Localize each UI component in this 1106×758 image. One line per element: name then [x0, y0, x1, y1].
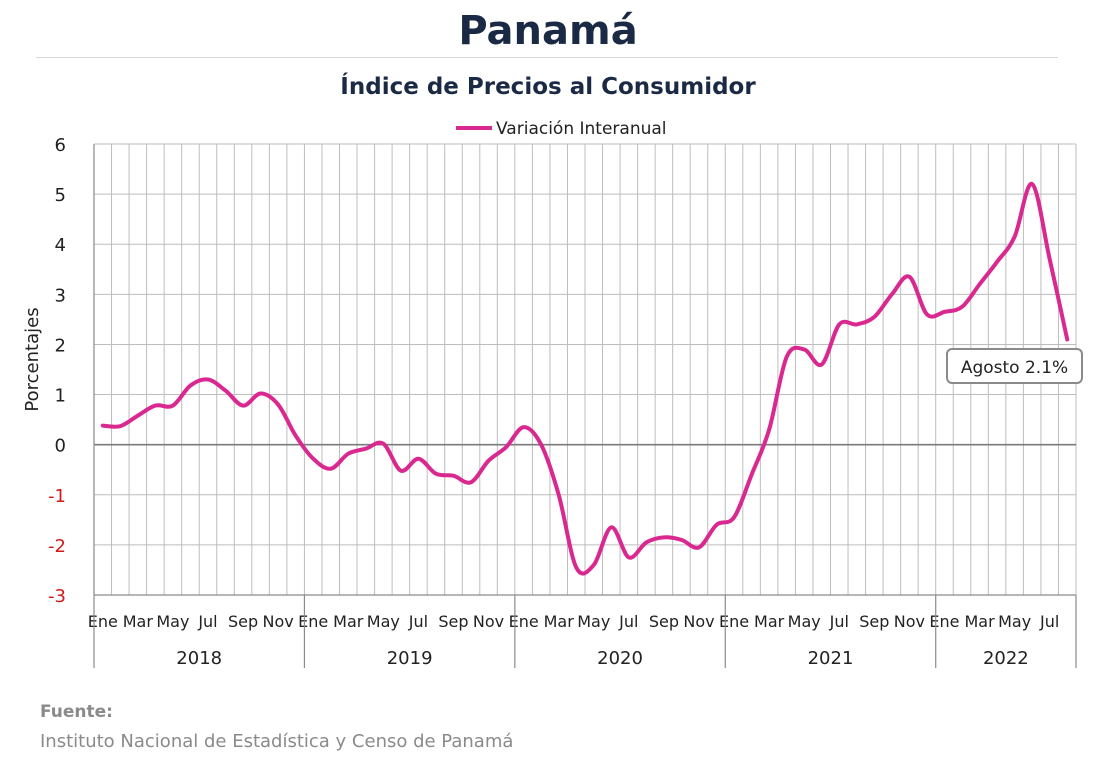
legend: Variación Interanual — [456, 119, 667, 139]
chart-subtitle: Índice de Precios al Consumidor — [340, 74, 756, 100]
y-tick-label: 2 — [55, 335, 66, 356]
x-tick-label: Sep — [649, 612, 679, 631]
x-tick-label: Mar — [964, 612, 995, 631]
x-tick-label: Sep — [859, 612, 889, 631]
x-tick-label: Jul — [408, 612, 428, 631]
y-tick-label: -3 — [48, 586, 66, 607]
y-tick-label: 0 — [55, 436, 66, 457]
year-label: 2019 — [387, 648, 433, 669]
series-layer — [100, 182, 1070, 576]
source-label: Fuente: — [40, 702, 113, 722]
x-tick-label: Mar — [333, 612, 364, 631]
y-tick-label: -2 — [48, 536, 66, 557]
x-tick-label: Nov — [894, 612, 925, 631]
x-tick-label: Nov — [263, 612, 294, 631]
y-tick-label: 3 — [55, 285, 66, 306]
grid-lines — [94, 143, 1077, 596]
x-tick-label: Mar — [544, 612, 575, 631]
page-title: Panamá — [458, 8, 638, 54]
x-tick-label: Nov — [473, 612, 504, 631]
y-tick-label: 4 — [55, 235, 66, 256]
x-tick-label: May — [577, 612, 610, 631]
x-tick-label: Ene — [88, 612, 118, 631]
y-tick-label: 6 — [55, 135, 66, 156]
annotation-label: Agosto 2.1% — [961, 358, 1068, 378]
x-tick-label: Jul — [1039, 612, 1059, 631]
series-line — [100, 182, 1070, 576]
x-tick-label: Ene — [719, 612, 749, 631]
y-axis-label: Porcentajes — [22, 307, 43, 411]
x-tick-label: May — [998, 612, 1031, 631]
x-tick-label: Ene — [929, 612, 959, 631]
x-tick-label: Jul — [197, 612, 217, 631]
y-tick-label: -1 — [48, 486, 66, 507]
x-tick-label: Sep — [228, 612, 258, 631]
annotation-box — [946, 348, 1083, 384]
x-tick-label: May — [788, 612, 821, 631]
x-tick-label: Jul — [618, 612, 638, 631]
year-label: 2022 — [983, 648, 1029, 669]
annotation: Agosto 2.1% — [946, 348, 1083, 384]
y-tick-label: 5 — [55, 185, 66, 206]
x-tick-label: Mar — [754, 612, 785, 631]
x-tick-label: Sep — [438, 612, 468, 631]
x-tick-label: May — [156, 612, 189, 631]
y-tick-label: 1 — [55, 386, 66, 407]
title-divider — [36, 57, 1058, 58]
year-label: 2020 — [597, 648, 643, 669]
year-label: 2021 — [808, 648, 854, 669]
source-text: Instituto Nacional de Estadística y Cens… — [40, 731, 514, 752]
x-tick-label: Mar — [123, 612, 154, 631]
legend-label: Variación Interanual — [496, 119, 667, 139]
year-label: 2018 — [176, 648, 222, 669]
x-tick-label: Jul — [829, 612, 849, 631]
x-tick-label: May — [367, 612, 400, 631]
x-tick-label: Nov — [683, 612, 714, 631]
x-tick-label: Ene — [298, 612, 328, 631]
x-tick-label: Ene — [509, 612, 539, 631]
